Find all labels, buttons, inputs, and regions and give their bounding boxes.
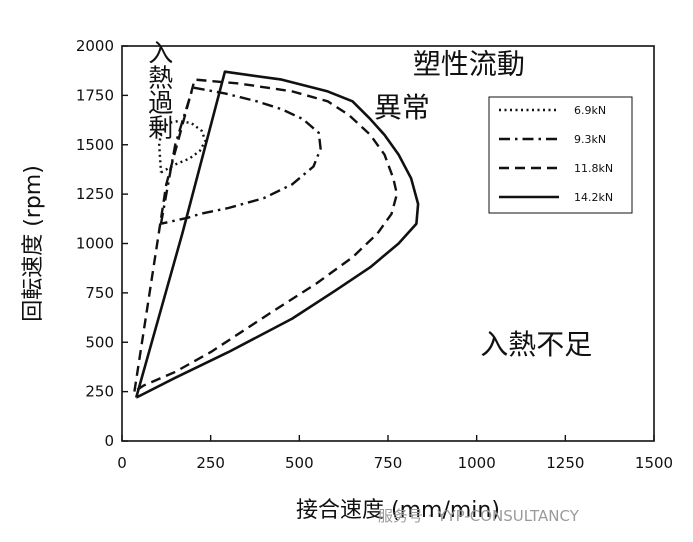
watermark-text: 服务号 · YYP-CONSULTANCY: [378, 507, 580, 525]
x-tick-label: 1250: [546, 454, 584, 472]
series-line-11.8kN: [133, 78, 399, 393]
y-tick-label: 750: [85, 284, 114, 302]
x-tick-label: 1000: [458, 454, 496, 472]
legend-label: 14.2kN: [574, 191, 613, 204]
legend-box: [488, 96, 633, 214]
y-tick-label: 1000: [76, 235, 114, 253]
series-layer: [133, 70, 420, 399]
legend: 6.9kN 9.3kN 11.8kN 14.2kN: [488, 96, 633, 214]
legend-label: 6.9kN: [574, 104, 606, 117]
x-tick-label: 1500: [635, 454, 673, 472]
annotation-label: 入熱過剰: [145, 39, 174, 139]
y-tick-label: 2000: [76, 37, 114, 55]
y-tick-label: 1750: [76, 86, 114, 104]
legend-label: 11.8kN: [574, 162, 613, 175]
annotation-label: 入熱不足: [480, 328, 592, 361]
annotation-label: 異常: [374, 91, 430, 124]
x-tick-label: 250: [196, 454, 225, 472]
ticks-layer: 0 250 500 750 1000 1250 1500 0 250 500 750 1000 1250…: [76, 37, 673, 472]
y-axis-title: 回転速度 (rpm): [21, 165, 46, 322]
y-tick-label: 1250: [76, 185, 114, 203]
x-tick-label: 0: [117, 454, 127, 472]
series-line-14.2kN: [134, 70, 420, 399]
series-line-9.3kN: [159, 86, 322, 225]
x-tick-label: 500: [285, 454, 314, 472]
series-line-6.9kN: [158, 119, 207, 174]
y-tick-label: 500: [85, 333, 114, 351]
y-tick-label: 1500: [76, 136, 114, 154]
annotation-label: 塑性流動: [413, 48, 525, 81]
x-tick-label: 750: [374, 454, 403, 472]
y-tick-label: 0: [104, 432, 114, 450]
x-axis-title: 接合速度 (mm/min): [296, 498, 500, 523]
legend-label: 9.3kN: [574, 133, 606, 146]
y-tick-label: 250: [85, 383, 114, 401]
